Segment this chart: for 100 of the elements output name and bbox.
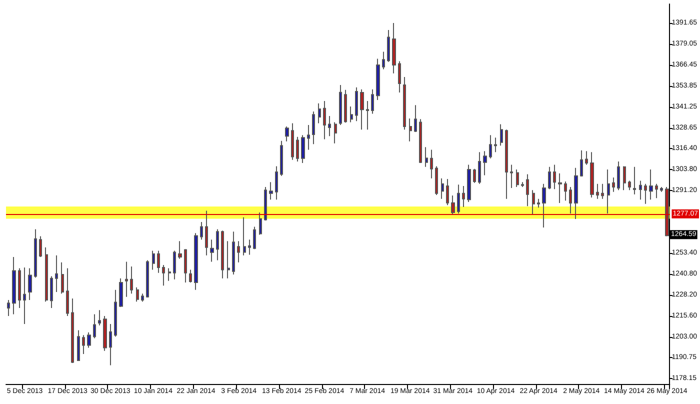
candlestick bbox=[451, 194, 455, 215]
candlestick bbox=[553, 164, 556, 190]
candlestick bbox=[478, 152, 481, 184]
candlestick bbox=[585, 150, 588, 166]
candlestick bbox=[398, 60, 401, 94]
candlestick bbox=[446, 178, 449, 206]
candlestick bbox=[50, 276, 53, 308]
candlestick bbox=[18, 268, 21, 308]
candlestick bbox=[334, 122, 337, 144]
candlestick bbox=[39, 236, 42, 258]
candlestick bbox=[607, 169, 610, 214]
candlestick bbox=[200, 221, 203, 240]
candlestick bbox=[409, 118, 412, 142]
candlestick bbox=[328, 115, 331, 137]
candlestick bbox=[12, 256, 16, 315]
candlestick bbox=[419, 118, 422, 164]
candlestick bbox=[312, 110, 315, 145]
candlestick bbox=[350, 106, 353, 123]
candlestick bbox=[617, 161, 620, 191]
candlestick bbox=[98, 310, 101, 326]
candlestick bbox=[157, 250, 160, 274]
candlestick bbox=[649, 169, 653, 200]
candlestick bbox=[344, 89, 347, 124]
candlestick bbox=[376, 58, 380, 100]
candlestick bbox=[516, 169, 519, 188]
candlestick bbox=[227, 240, 230, 279]
candlestick bbox=[601, 183, 604, 200]
candlestick bbox=[125, 261, 128, 298]
candlestick bbox=[457, 184, 460, 214]
candlestick bbox=[296, 136, 299, 162]
candlestick bbox=[264, 186, 267, 221]
candlestick bbox=[194, 232, 198, 290]
candlestick bbox=[34, 228, 37, 278]
candlestick bbox=[232, 231, 235, 276]
candlestick bbox=[655, 183, 658, 199]
candlestick bbox=[285, 126, 289, 142]
candlestick bbox=[221, 230, 224, 279]
candlestick bbox=[590, 152, 594, 198]
candlestick bbox=[130, 266, 133, 294]
candlestick bbox=[93, 314, 96, 339]
candlestick bbox=[205, 210, 208, 256]
candlestick bbox=[323, 100, 326, 140]
candlestick bbox=[435, 166, 438, 196]
candlestick bbox=[141, 293, 144, 302]
candlestick bbox=[339, 84, 342, 126]
candlestick bbox=[542, 183, 546, 228]
candlestick bbox=[237, 240, 240, 263]
candlestick bbox=[665, 186, 669, 237]
candlestick bbox=[23, 267, 26, 324]
candlestick bbox=[318, 102, 321, 124]
candlestick bbox=[259, 212, 262, 236]
candlestick bbox=[644, 183, 647, 204]
candlestick bbox=[291, 122, 294, 160]
candlestick bbox=[574, 167, 578, 220]
candlestick bbox=[558, 172, 562, 204]
candlestick bbox=[162, 264, 165, 286]
candlestick bbox=[114, 289, 117, 338]
candlestick bbox=[243, 216, 246, 256]
candlestick bbox=[82, 334, 85, 355]
candlestick bbox=[280, 140, 283, 176]
candlestick bbox=[633, 166, 636, 195]
candlestick bbox=[580, 150, 583, 178]
candlestick bbox=[77, 330, 80, 362]
candlestick bbox=[210, 239, 214, 262]
candlestick bbox=[173, 250, 176, 280]
candlestick bbox=[248, 239, 251, 256]
candlestick bbox=[301, 134, 305, 164]
candlestick bbox=[66, 268, 69, 316]
candlestick bbox=[168, 268, 171, 282]
candlestick bbox=[355, 86, 358, 122]
candlestick bbox=[483, 150, 487, 176]
candlestick bbox=[623, 166, 626, 191]
candlestick bbox=[473, 168, 476, 184]
candlestick bbox=[414, 104, 417, 132]
candlestick bbox=[382, 51, 385, 70]
candlestick bbox=[462, 186, 465, 208]
candlestick bbox=[61, 262, 64, 294]
candlestick bbox=[403, 76, 406, 130]
candlestick bbox=[7, 299, 10, 316]
candlestick bbox=[28, 268, 32, 300]
candlestick bbox=[510, 164, 513, 189]
candlestick bbox=[532, 190, 535, 215]
candlestick bbox=[119, 278, 123, 308]
candlestick bbox=[146, 260, 149, 298]
candlestick bbox=[639, 180, 642, 200]
candlestick bbox=[521, 182, 524, 188]
candlestick bbox=[253, 226, 256, 250]
candlestick bbox=[494, 137, 497, 153]
candlestick bbox=[307, 124, 310, 150]
candlestick bbox=[189, 269, 192, 284]
candlestick bbox=[392, 22, 396, 74]
candlestick bbox=[612, 177, 615, 192]
candlestick bbox=[628, 180, 631, 191]
candlestick bbox=[184, 248, 187, 284]
candlestick bbox=[360, 88, 364, 130]
candlestick bbox=[152, 250, 155, 270]
candlestick bbox=[441, 178, 444, 200]
candlestick bbox=[387, 29, 390, 62]
candlestick bbox=[500, 124, 503, 146]
candlestick bbox=[526, 174, 529, 207]
